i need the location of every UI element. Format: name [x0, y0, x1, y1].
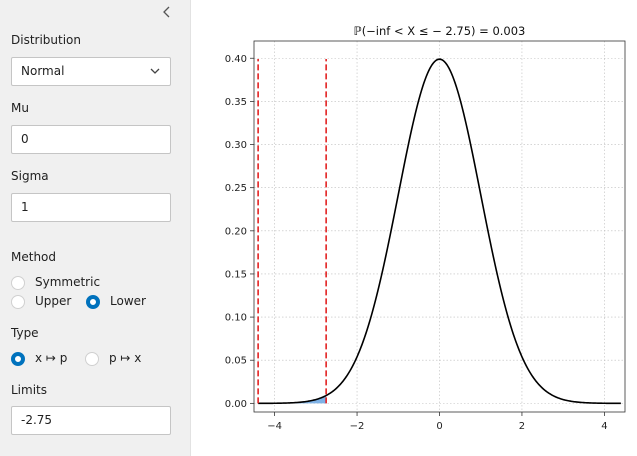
- y-tick-label: 0.20: [225, 226, 247, 237]
- chevron-down-icon: [150, 68, 160, 74]
- y-tick-label: 0.25: [225, 183, 247, 194]
- x-tick-label: 0: [436, 421, 442, 432]
- method-symmetric-label: Symmetric: [35, 275, 101, 289]
- pdf-curve: [258, 58, 621, 405]
- type-label: Type: [11, 326, 39, 340]
- sidebar: Distribution Normal Mu 0 Sigma 1 Method …: [0, 0, 191, 456]
- y-tick-label: 0.00: [225, 399, 247, 410]
- x-tick-label: 2: [519, 421, 525, 432]
- distribution-dropdown[interactable]: Normal: [11, 57, 171, 86]
- method-lower-radio[interactable]: [86, 295, 100, 309]
- x-tick-label: 4: [601, 421, 607, 432]
- y-tick-label: 0.15: [225, 269, 247, 280]
- method-label: Method: [11, 250, 57, 264]
- mu-label: Mu: [11, 101, 29, 115]
- sigma-field[interactable]: 1: [11, 193, 171, 222]
- distribution-value: Normal: [21, 64, 65, 78]
- y-tick-label: 0.10: [225, 313, 247, 324]
- y-tick-label: 0.30: [225, 140, 247, 151]
- limits-field[interactable]: -2.75: [11, 406, 171, 435]
- x-tick-label: −2: [350, 421, 365, 432]
- method-symmetric-radio[interactable]: [11, 276, 25, 290]
- method-upper-radio[interactable]: [11, 295, 25, 309]
- mu-field[interactable]: 0: [11, 125, 171, 154]
- type-x-to-p-radio[interactable]: [11, 352, 25, 366]
- y-tick-label: 0.35: [225, 97, 247, 108]
- type-x-to-p-label: x ↦ p: [35, 351, 68, 365]
- limits-label: Limits: [11, 383, 47, 397]
- chart-title: ℙ(−inf < X ≤ − 2.75) = 0.003: [354, 24, 526, 38]
- x-tick-label: −4: [267, 421, 282, 432]
- y-tick-label: 0.40: [225, 54, 247, 65]
- type-p-to-x-radio[interactable]: [85, 352, 99, 366]
- sigma-label: Sigma: [11, 169, 49, 183]
- y-tick-label: 0.05: [225, 356, 247, 367]
- method-upper-label: Upper: [35, 294, 72, 308]
- chevron-left-icon[interactable]: [160, 4, 174, 20]
- distribution-label: Distribution: [11, 33, 82, 47]
- method-lower-label: Lower: [110, 294, 146, 308]
- type-p-to-x-label: p ↦ x: [109, 351, 142, 365]
